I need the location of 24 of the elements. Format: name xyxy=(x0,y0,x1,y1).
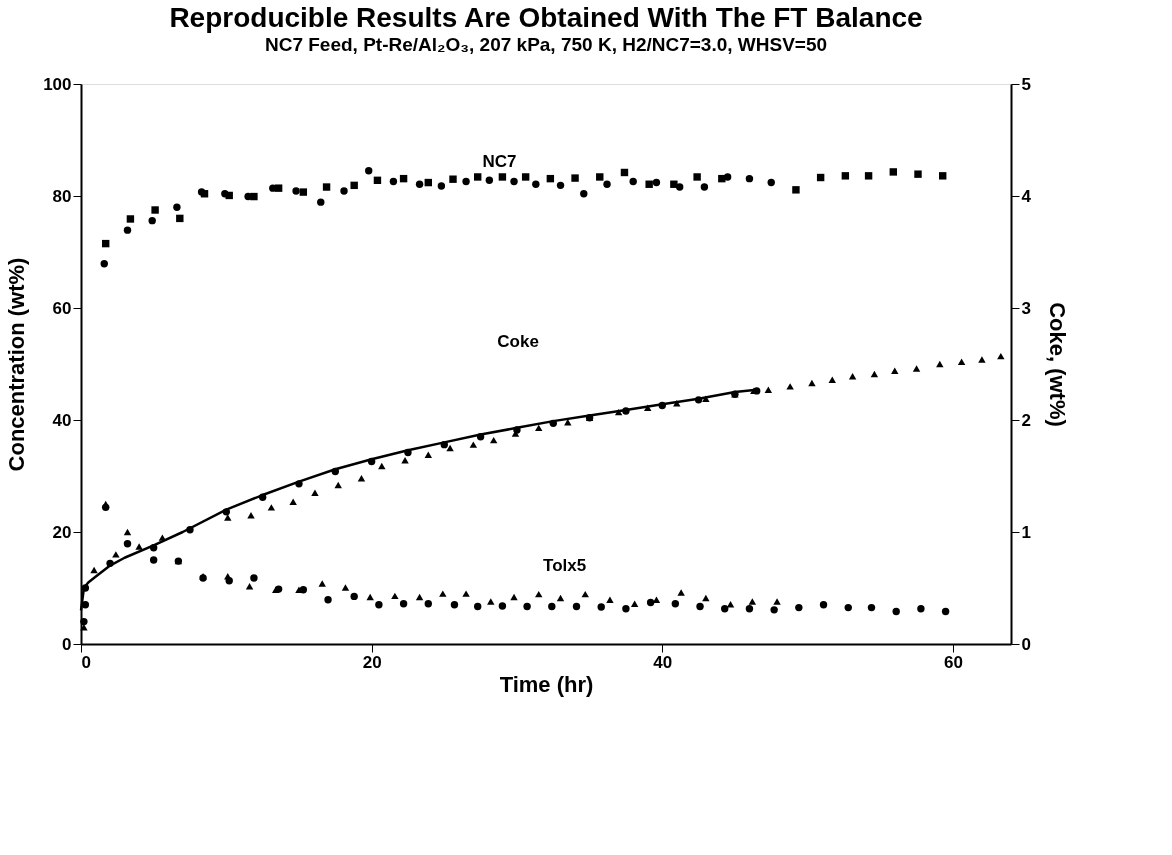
y-tick-label: 60 xyxy=(52,298,72,318)
y-tick-label: 20 xyxy=(52,522,72,542)
annotation: NC7 xyxy=(482,152,517,172)
y2-tick-label: 1 xyxy=(1021,522,1031,542)
y-tick-label: 40 xyxy=(52,410,72,430)
x-tick-label: 20 xyxy=(362,652,382,672)
annotation: Tolx5 xyxy=(543,555,587,575)
y-tick-label: 0 xyxy=(62,634,72,654)
chart-title: Reproducible Results Are Obtained With The FT Balance xyxy=(169,2,923,33)
y2-tick-label: 5 xyxy=(1021,74,1031,94)
y-axis-title: Concentration (wt%) xyxy=(4,257,30,472)
x-axis-title: Time (hr) xyxy=(499,671,594,697)
y-tick-label: 80 xyxy=(52,186,72,206)
annotation: Coke xyxy=(497,331,539,351)
y2-tick-label: 0 xyxy=(1021,634,1031,654)
y2-tick-label: 3 xyxy=(1021,298,1031,318)
y2-axis-title: Coke, (wt%) xyxy=(1044,302,1070,427)
chart-subtitle: NC7 Feed, Pt-Re/Al₂O₃, 207 kPa, 750 K, H2/NC7=3.0, WHSV=50 xyxy=(264,34,828,55)
y-tick-label: 100 xyxy=(43,74,72,94)
x-tick-label: 0 xyxy=(81,652,91,672)
x-tick-label: 60 xyxy=(943,652,963,672)
y2-tick-label: 4 xyxy=(1021,186,1032,206)
y2-tick-label: 2 xyxy=(1021,410,1031,430)
x-tick-label: 40 xyxy=(653,652,673,672)
